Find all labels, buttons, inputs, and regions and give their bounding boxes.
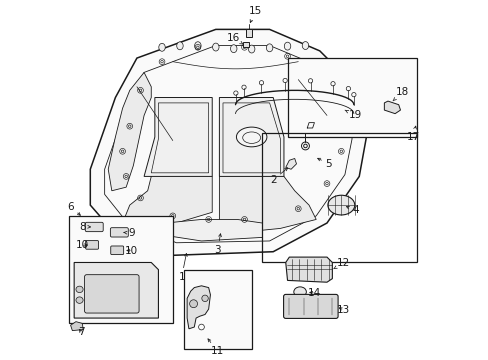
Ellipse shape <box>159 43 165 51</box>
Ellipse shape <box>248 45 254 53</box>
Ellipse shape <box>189 300 197 308</box>
Polygon shape <box>219 98 284 176</box>
Text: 11: 11 <box>207 339 224 356</box>
Polygon shape <box>155 220 262 241</box>
Ellipse shape <box>236 127 266 147</box>
Polygon shape <box>246 30 251 37</box>
Ellipse shape <box>212 43 219 51</box>
Polygon shape <box>74 262 158 318</box>
Text: 17: 17 <box>406 126 419 142</box>
Ellipse shape <box>230 45 237 53</box>
Ellipse shape <box>76 286 83 293</box>
Text: 8: 8 <box>79 222 90 231</box>
Bar <box>287 58 416 137</box>
Ellipse shape <box>176 42 183 50</box>
Bar <box>183 270 251 348</box>
Text: 10: 10 <box>125 246 138 256</box>
Text: 4: 4 <box>346 206 358 216</box>
Text: 19: 19 <box>345 110 362 121</box>
Ellipse shape <box>327 195 354 215</box>
Text: 15: 15 <box>248 6 262 22</box>
Text: 2: 2 <box>269 168 287 185</box>
Polygon shape <box>70 321 83 330</box>
Polygon shape <box>187 286 210 329</box>
FancyBboxPatch shape <box>110 228 128 237</box>
Ellipse shape <box>284 42 290 50</box>
FancyBboxPatch shape <box>85 240 99 249</box>
FancyBboxPatch shape <box>84 275 139 313</box>
FancyBboxPatch shape <box>85 222 103 231</box>
Text: 1: 1 <box>178 253 187 282</box>
Polygon shape <box>90 30 366 255</box>
Ellipse shape <box>194 42 201 50</box>
Text: 16: 16 <box>226 33 243 44</box>
FancyBboxPatch shape <box>283 294 337 319</box>
Polygon shape <box>285 158 296 169</box>
Ellipse shape <box>266 44 272 52</box>
Polygon shape <box>122 176 212 226</box>
Polygon shape <box>242 42 249 47</box>
Polygon shape <box>384 101 400 114</box>
Text: 13: 13 <box>336 305 349 315</box>
Text: 5: 5 <box>317 158 331 169</box>
Text: 10: 10 <box>75 240 88 250</box>
Ellipse shape <box>302 42 308 49</box>
Text: 12: 12 <box>333 258 349 269</box>
Text: 7: 7 <box>78 327 84 337</box>
Ellipse shape <box>293 287 306 297</box>
Polygon shape <box>108 72 151 191</box>
Polygon shape <box>144 98 212 176</box>
Bar <box>69 216 172 323</box>
Text: 9: 9 <box>123 228 135 238</box>
Ellipse shape <box>202 295 208 302</box>
Ellipse shape <box>76 297 83 303</box>
Polygon shape <box>219 176 316 232</box>
Text: 18: 18 <box>392 87 408 101</box>
Text: 14: 14 <box>307 288 321 298</box>
Text: 3: 3 <box>214 234 221 255</box>
FancyBboxPatch shape <box>110 246 123 255</box>
Text: 6: 6 <box>67 202 80 215</box>
Bar <box>262 134 416 262</box>
Polygon shape <box>285 257 332 282</box>
